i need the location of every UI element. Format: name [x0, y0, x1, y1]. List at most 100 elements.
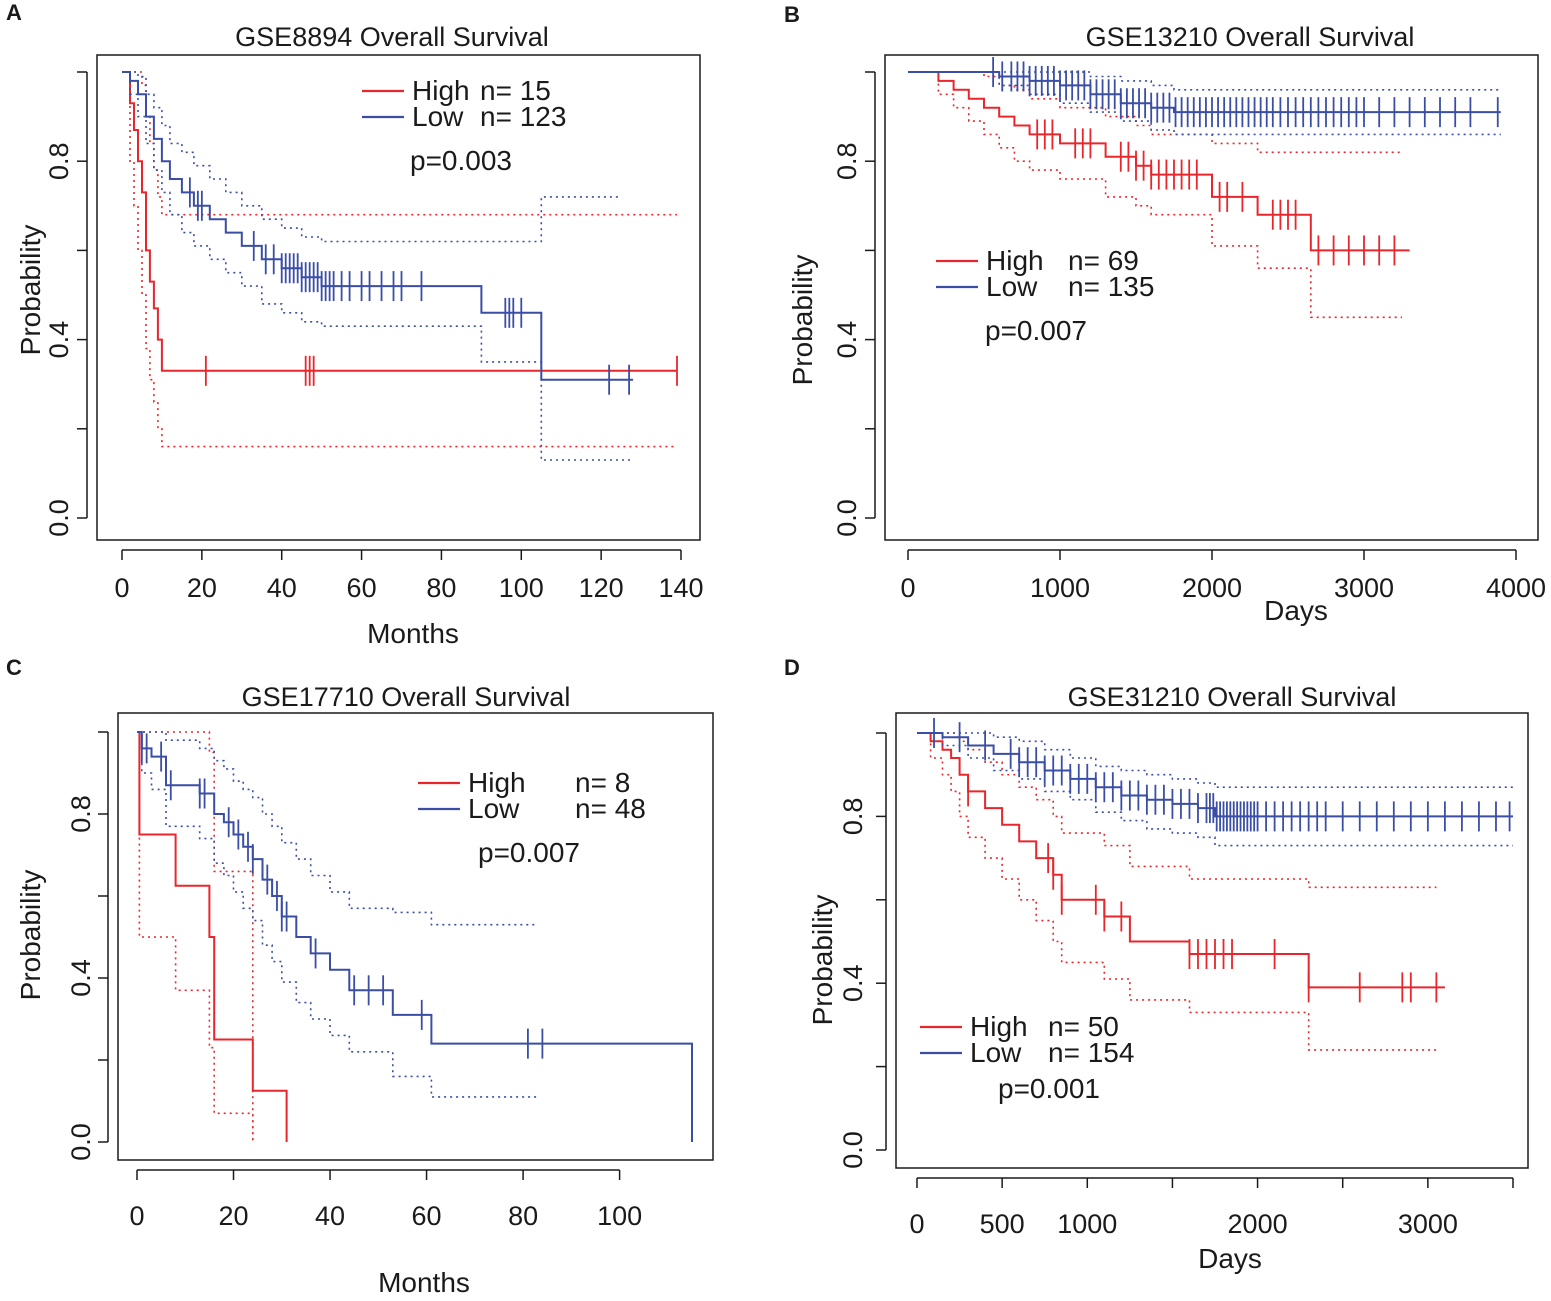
- panel-letter: B: [784, 2, 800, 27]
- y-tick-label: 0.4: [832, 321, 862, 359]
- x-tick-label: 4000: [1486, 573, 1546, 603]
- ci-lower-low: [122, 71, 634, 461]
- legend-label: High: [468, 767, 526, 798]
- p-value: p=0.001: [998, 1073, 1100, 1104]
- legend-count: n= 50: [1048, 1011, 1119, 1042]
- ci-lower-high: [917, 732, 1437, 1051]
- x-tick-label: 40: [315, 1201, 345, 1231]
- p-value: p=0.007: [985, 315, 1087, 346]
- ci-lower-high: [137, 731, 254, 1142]
- ci-lower-low: [917, 732, 1513, 847]
- x-tick-label: 40: [267, 573, 297, 603]
- ci-upper-low: [917, 732, 1513, 788]
- x-tick-label: 3000: [1334, 573, 1394, 603]
- panel-C: C GSE17710 Overall Survival 0 20 40 60 80 100 Mo…: [6, 655, 714, 1298]
- x-tick-label: 140: [658, 573, 703, 603]
- x-axis-label: Months: [367, 618, 459, 649]
- x-tick-label: 2000: [1228, 1209, 1288, 1239]
- p-value: p=0.003: [410, 145, 512, 176]
- survival-curve-high: [122, 71, 677, 372]
- y-axis-label: Probability: [15, 870, 46, 1001]
- x-tick-label: 20: [187, 573, 217, 603]
- panel-letter: D: [784, 655, 800, 680]
- x-axis-label: Days: [1198, 1243, 1262, 1274]
- x-tick-label: 0: [129, 1201, 144, 1231]
- x-tick-label: 100: [499, 573, 544, 603]
- y-tick-label: 0.0: [66, 1123, 96, 1161]
- legend-label: High: [986, 245, 1044, 276]
- x-tick-label: 0: [900, 573, 915, 603]
- y-tick-label: 0.4: [838, 964, 868, 1002]
- legend-count: n= 69: [1068, 245, 1139, 276]
- ci-upper-low: [137, 731, 538, 926]
- ci-lower-high: [908, 71, 1402, 319]
- plot-frame: [117, 712, 714, 1161]
- y-tick-label: 0.0: [832, 499, 862, 537]
- p-value: p=0.007: [478, 837, 580, 868]
- x-tick-label: 80: [508, 1201, 538, 1231]
- x-tick-label: 120: [579, 573, 624, 603]
- y-tick-label: 0.4: [44, 321, 74, 359]
- legend-count: n= 154: [1048, 1037, 1134, 1068]
- x-tick-label: 60: [347, 573, 377, 603]
- legend-label: High: [412, 75, 470, 106]
- x-tick-label: 1000: [1030, 573, 1090, 603]
- ci-upper-low: [908, 71, 1501, 91]
- y-tick-label: 0.0: [44, 499, 74, 537]
- legend-label: High: [970, 1011, 1028, 1042]
- plot-frame: [96, 54, 701, 541]
- legend-count: n= 8: [575, 767, 630, 798]
- x-axis-label: Days: [1264, 595, 1328, 626]
- y-tick-label: 0.8: [44, 142, 74, 180]
- y-tick-label: 0.0: [838, 1131, 868, 1169]
- x-tick-label: 60: [412, 1201, 442, 1231]
- x-tick-label: 500: [980, 1209, 1025, 1239]
- plot-frame: [884, 54, 1539, 541]
- x-tick-label: 1000: [1057, 1209, 1117, 1239]
- x-tick-label: 0: [909, 1209, 924, 1239]
- y-axis-label: Probability: [787, 255, 818, 386]
- survival-curve-high: [917, 732, 1445, 989]
- legend-label: Low: [412, 101, 464, 132]
- panel-A: A GSE8894 Overall Survival 0 20 40 60 80 100 120…: [6, 0, 704, 649]
- y-tick-label: 0.4: [66, 959, 96, 997]
- chart-title: GSE8894 Overall Survival: [235, 22, 549, 52]
- plot-frame: [895, 712, 1529, 1169]
- y-axis-label: Probability: [807, 895, 838, 1026]
- x-tick-label: 80: [426, 573, 456, 603]
- ci-lower-low: [908, 71, 1501, 136]
- survival-curve-low: [908, 71, 1501, 114]
- survival-curve-low: [917, 732, 1513, 818]
- panel-B: B GSE13210 Overall Survival 0 1000 2000 3000 4…: [784, 2, 1546, 626]
- survival-curve-high: [137, 731, 288, 1142]
- legend-label: Low: [986, 271, 1038, 302]
- x-axis-label: Months: [378, 1267, 470, 1296]
- y-tick-label: 0.8: [838, 798, 868, 836]
- x-tick-label: 20: [218, 1201, 248, 1231]
- panel-D: D GSE31210 Overall Survival 0 500 1000 2000 30…: [784, 655, 1529, 1274]
- chart-title: GSE13210 Overall Survival: [1086, 22, 1415, 52]
- ci-upper-high: [917, 732, 1437, 889]
- panel-letter: C: [6, 655, 22, 680]
- chart-title: GSE31210 Overall Survival: [1068, 682, 1397, 712]
- panel-letter: A: [6, 0, 22, 25]
- ci-upper-low: [122, 71, 622, 243]
- ci-lower-high: [122, 71, 677, 448]
- legend-label: Low: [970, 1037, 1022, 1068]
- survival-curve-low: [137, 731, 693, 1142]
- ci-upper-high: [122, 71, 677, 216]
- y-axis-label: Probability: [15, 225, 46, 356]
- legend-label: Low: [468, 793, 520, 824]
- chart-title: GSE17710 Overall Survival: [242, 682, 571, 712]
- x-tick-label: 3000: [1398, 1209, 1458, 1239]
- x-tick-label: 100: [597, 1201, 642, 1231]
- ci-upper-high: [908, 71, 1402, 154]
- legend-count: n= 48: [575, 793, 646, 824]
- x-tick-label: 0: [114, 573, 129, 603]
- y-tick-label: 0.8: [832, 142, 862, 180]
- x-tick-label: 2000: [1182, 573, 1242, 603]
- legend-count: n= 135: [1068, 271, 1154, 302]
- y-tick-label: 0.8: [66, 795, 96, 833]
